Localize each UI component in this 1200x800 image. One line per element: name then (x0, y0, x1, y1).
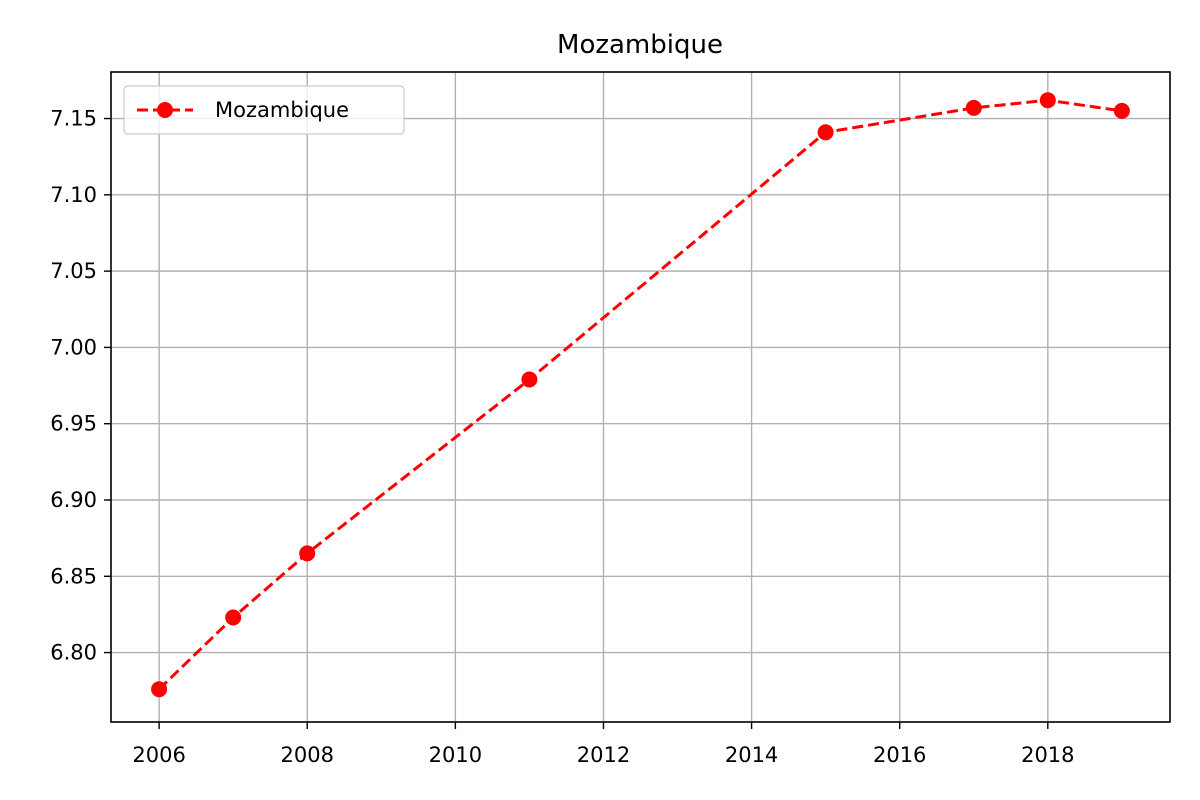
y-tick-label: 6.80 (50, 641, 97, 665)
y-tick-label: 6.85 (50, 564, 97, 588)
y-tick-label: 7.05 (50, 259, 97, 283)
series-line (158, 98, 1123, 691)
legend-marker (157, 102, 173, 118)
x-tick-label: 2008 (281, 743, 334, 767)
x-tick-label: 2012 (577, 743, 630, 767)
x-tick-label: 2016 (873, 743, 926, 767)
x-axis: 2006 2008 2010 2012 2014 2016 2018 (132, 722, 1075, 767)
chart-title: Mozambique (557, 30, 723, 60)
data-point (151, 681, 168, 698)
x-tick-label: 2014 (725, 743, 778, 767)
legend: Mozambique (123, 85, 405, 135)
data-point (299, 545, 316, 562)
data-point (965, 99, 982, 116)
y-tick-label: 6.95 (50, 412, 97, 436)
legend-frame (123, 85, 405, 135)
x-tick-label: 2010 (429, 743, 482, 767)
legend-label: Mozambique (215, 98, 349, 122)
data-point (1039, 92, 1056, 109)
series-layer (151, 92, 1130, 698)
data-point (1113, 102, 1130, 119)
grid-lines (111, 72, 1170, 722)
y-tick-label: 7.00 (50, 335, 97, 359)
x-tick-label: 2006 (132, 743, 185, 767)
data-point (521, 371, 538, 388)
x-tick-label: 2018 (1021, 743, 1074, 767)
y-tick-label: 7.10 (50, 183, 97, 207)
y-tick-label: 7.15 (50, 107, 97, 131)
y-axis: 6.80 6.85 6.90 6.95 7.00 7.05 7.10 7.15 (50, 107, 111, 665)
y-tick-label: 6.90 (50, 488, 97, 512)
data-point (817, 124, 834, 141)
data-point (225, 609, 242, 626)
plot-area-frame (110, 71, 1171, 723)
